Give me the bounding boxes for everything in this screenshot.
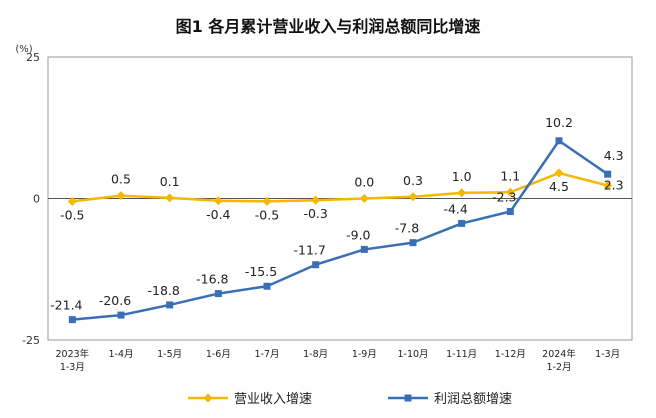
- x-tick-label: 1-3月: [60, 362, 85, 373]
- data-point: [311, 195, 321, 205]
- y-axis-unit: (%): [15, 44, 32, 55]
- data-point: [262, 196, 272, 206]
- data-point: [603, 180, 613, 190]
- x-tick-label: 2024年: [542, 348, 576, 360]
- data-point: [166, 301, 174, 309]
- data-point: [116, 191, 126, 201]
- x-tick-label: 1-4月: [108, 349, 133, 360]
- y-tick-label: 0: [33, 193, 40, 206]
- data-point: [555, 137, 563, 145]
- chart-title: 图1 各月累计营业收入与利润总额同比增速: [176, 17, 481, 36]
- data-point: [360, 245, 368, 253]
- data-label: -21.4: [50, 298, 82, 313]
- data-point: [457, 188, 467, 198]
- data-point: [554, 168, 564, 178]
- x-tick-label: 1-2月: [546, 362, 571, 373]
- data-label: 0.0: [354, 175, 374, 190]
- data-label: -20.6: [99, 293, 131, 308]
- data-label: -0.3: [303, 206, 327, 221]
- data-label: 1.0: [452, 169, 472, 184]
- x-tick-label: 2023年: [55, 348, 89, 360]
- data-point: [263, 282, 271, 290]
- data-point: [604, 170, 612, 178]
- legend: 营业收入增速 利润总额增速: [188, 392, 512, 407]
- x-tick-label: 1-10月: [397, 349, 428, 360]
- legend-label: 营业收入增速: [234, 392, 312, 407]
- data-label: -15.5: [245, 264, 277, 279]
- data-label: 0.1: [160, 174, 180, 189]
- data-label: -7.8: [395, 221, 419, 236]
- data-label: -2.3: [492, 190, 516, 205]
- x-tick-label: 1-9月: [352, 349, 377, 360]
- x-tick-label: 1-12月: [495, 349, 526, 360]
- data-label: 0.3: [403, 173, 423, 188]
- data-point: [214, 290, 222, 298]
- legend-label: 利润总额增速: [434, 392, 512, 407]
- legend-marker: [203, 393, 213, 403]
- data-point: [68, 316, 76, 324]
- data-label: -9.0: [346, 227, 370, 242]
- data-point: [213, 196, 223, 206]
- data-point: [408, 192, 418, 202]
- series-line: [72, 139, 609, 321]
- data-point: [506, 208, 514, 216]
- data-label: -0.5: [255, 207, 279, 222]
- series-line: [72, 171, 608, 203]
- data-label: 4.3: [604, 148, 624, 163]
- x-tick-label: 1-6月: [206, 349, 231, 360]
- data-point: [359, 194, 369, 203]
- data-label: -16.8: [196, 272, 228, 287]
- x-tick-label: 1-11月: [446, 349, 477, 360]
- data-label: -18.8: [147, 283, 179, 298]
- y-tick-label: 25: [26, 51, 40, 64]
- data-label: -0.5: [60, 207, 84, 222]
- data-point: [505, 187, 515, 197]
- x-tick-label: 1-7月: [254, 349, 279, 360]
- data-label: 0.5: [111, 172, 131, 187]
- legend-marker: [404, 394, 412, 402]
- data-label: 1.1: [500, 168, 520, 183]
- data-label: -4.4: [443, 201, 467, 216]
- data-point: [67, 196, 77, 206]
- data-point: [409, 239, 417, 247]
- x-tick-label: 1-3月: [595, 349, 620, 360]
- data-label: -0.4: [206, 207, 230, 222]
- y-tick-label: -25: [22, 334, 40, 347]
- data-point: [165, 193, 175, 203]
- data-point: [117, 311, 125, 319]
- data-point: [312, 261, 320, 269]
- data-point: [458, 219, 466, 227]
- data-label: 10.2: [545, 115, 573, 130]
- x-tick-label: 1-5月: [157, 349, 182, 360]
- x-tick-label: 1-8月: [303, 349, 328, 360]
- plot-area: 25 0 -25 2023年 1-3月 1-4月 1-5月 1-6月 1-7月 1-8月 1-9月 1…: [22, 51, 633, 373]
- data-label: 2.3: [604, 177, 624, 192]
- data-label: 4.5: [549, 179, 569, 194]
- data-label: -11.7: [293, 243, 325, 258]
